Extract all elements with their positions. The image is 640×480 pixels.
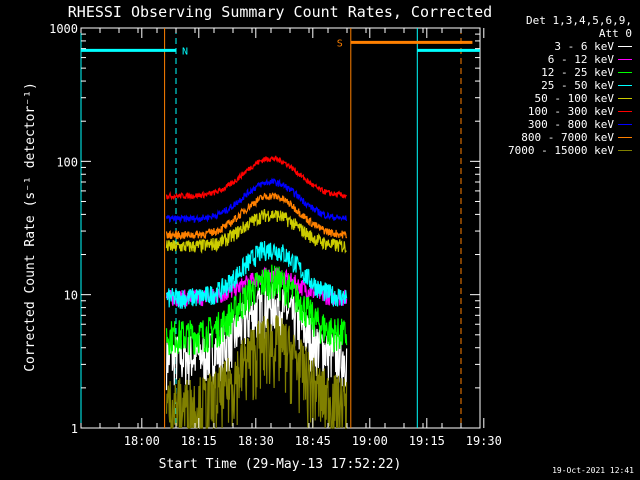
annotation-group: NS	[81, 38, 480, 57]
series-line	[165, 264, 348, 356]
legend-entry: 7000 - 15000 keV	[478, 144, 632, 157]
legend-entry-label: 7000 - 15000 keV	[508, 144, 614, 157]
legend-entry: 50 - 100 keV	[478, 92, 632, 105]
legend-entry: 6 - 12 keV	[478, 53, 632, 66]
chart-title: RHESSI Observing Summary Count Rates, Co…	[68, 3, 492, 21]
legend-header-line-2: Att 0	[598, 27, 632, 40]
annotation-label: S	[337, 38, 343, 49]
legend-swatch	[618, 98, 632, 99]
legend-swatch	[618, 59, 632, 60]
legend-entry-label: 800 - 7000 keV	[521, 131, 614, 144]
x-tick-label: 19:15	[409, 434, 445, 448]
legend-entry-label: 100 - 300 keV	[527, 105, 614, 118]
legend-swatch	[618, 124, 632, 125]
series-group	[165, 155, 348, 429]
x-tick-label: 18:15	[181, 434, 217, 448]
axes-group: 1 10 100 1000 18:00 18:15 18:30 18:45 19:00 19:15…	[49, 22, 502, 448]
legend-entry-label: 50 - 100 keV	[534, 92, 614, 105]
legend-entry: 100 - 300 keV	[478, 105, 632, 118]
series-line	[165, 192, 348, 240]
legend-header-line-1: Det 1,3,4,5,6,9,	[526, 14, 632, 27]
legend-entry: 12 - 25 keV	[478, 66, 632, 79]
y-tick-label: 10	[64, 289, 78, 303]
y-tick-label: 100	[56, 155, 78, 169]
legend-entry: 800 - 7000 keV	[478, 131, 632, 144]
legend-entry-label: 25 - 50 keV	[541, 79, 614, 92]
y-tick-label: 1	[71, 422, 78, 436]
annotation-label: N	[182, 46, 188, 57]
series-line	[165, 155, 348, 201]
x-tick-label: 19:30	[466, 434, 502, 448]
timestamp: 19-Oct-2021 12:41	[552, 466, 634, 475]
legend-swatch	[618, 85, 632, 86]
legend: Det 1,3,4,5,6,9, Att 0 3 - 6 keV 6 - 12 k…	[478, 14, 632, 157]
x-tick-label: 19:00	[352, 434, 388, 448]
legend-swatch	[618, 137, 632, 138]
vertical-markers	[80, 28, 462, 428]
series-line	[165, 240, 348, 309]
legend-swatch	[618, 72, 632, 73]
legend-entry-label: 300 - 800 keV	[527, 118, 614, 131]
series-line	[165, 315, 348, 429]
legend-entry: 300 - 800 keV	[478, 118, 632, 131]
y-tick-label: 1000	[49, 22, 78, 36]
legend-swatch	[618, 150, 632, 151]
legend-entry-label: 6 - 12 keV	[547, 53, 614, 66]
y-axis-label: Corrected Count Rate (s⁻¹ detector⁻¹)	[23, 82, 38, 372]
legend-entry-label: 12 - 25 keV	[541, 66, 614, 79]
legend-rows: 3 - 6 keV 6 - 12 keV 12 - 25 keV 25 - 50 ke…	[478, 40, 632, 157]
x-axis-label: Start Time (29-May-13 17:52:22)	[159, 457, 402, 472]
legend-entry-label: 3 - 6 keV	[554, 40, 614, 53]
legend-entry: 25 - 50 keV	[478, 79, 632, 92]
x-tick-label: 18:00	[124, 434, 160, 448]
x-tick-label: 18:45	[295, 434, 331, 448]
series-line	[165, 177, 348, 224]
series-line	[165, 209, 347, 255]
legend-swatch	[618, 111, 632, 112]
legend-swatch	[618, 46, 632, 47]
legend-entry: 3 - 6 keV	[478, 40, 632, 53]
x-tick-label: 18:30	[238, 434, 274, 448]
